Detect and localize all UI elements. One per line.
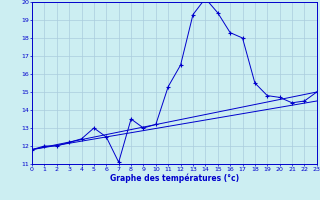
X-axis label: Graphe des températures (°c): Graphe des températures (°c): [110, 173, 239, 183]
